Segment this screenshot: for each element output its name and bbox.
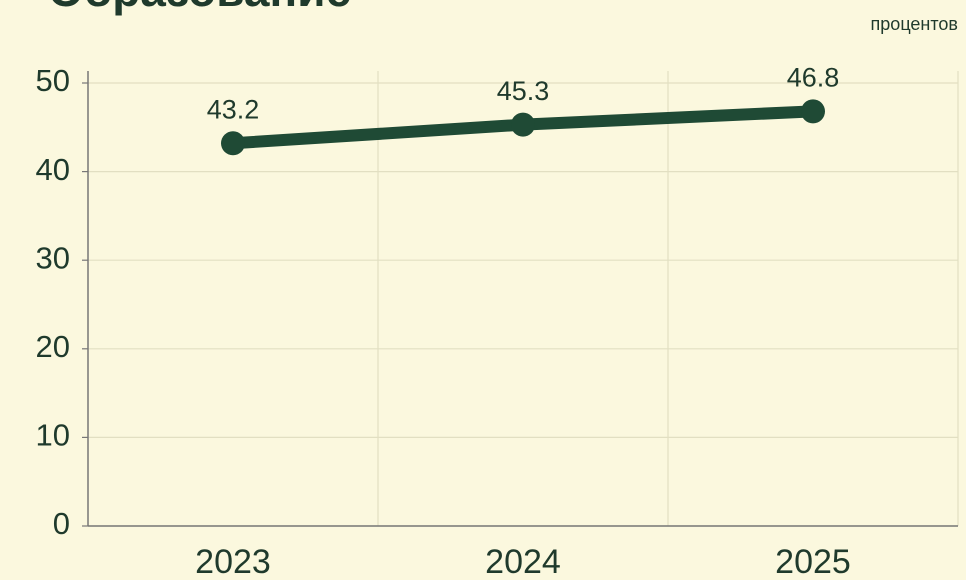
y-tick-label: 50 — [36, 63, 70, 98]
data-point — [221, 131, 245, 156]
y-tick-label: 40 — [36, 152, 70, 187]
data-label: 45.3 — [497, 76, 550, 106]
y-tick-label: 0 — [53, 506, 70, 541]
data-point — [801, 99, 825, 124]
data-label: 43.2 — [207, 94, 260, 124]
x-tick-label: 2025 — [775, 543, 851, 580]
data-label: 46.8 — [787, 62, 840, 92]
y-tick-label: 30 — [36, 240, 70, 275]
y-tick-label: 20 — [36, 329, 70, 364]
data-point — [511, 112, 535, 137]
x-tick-label: 2024 — [485, 543, 561, 580]
chart-title: Образование — [48, 0, 351, 16]
x-tick-label: 2023 — [195, 543, 271, 580]
unit-label: процентов — [871, 14, 958, 34]
y-tick-label: 10 — [36, 418, 70, 453]
